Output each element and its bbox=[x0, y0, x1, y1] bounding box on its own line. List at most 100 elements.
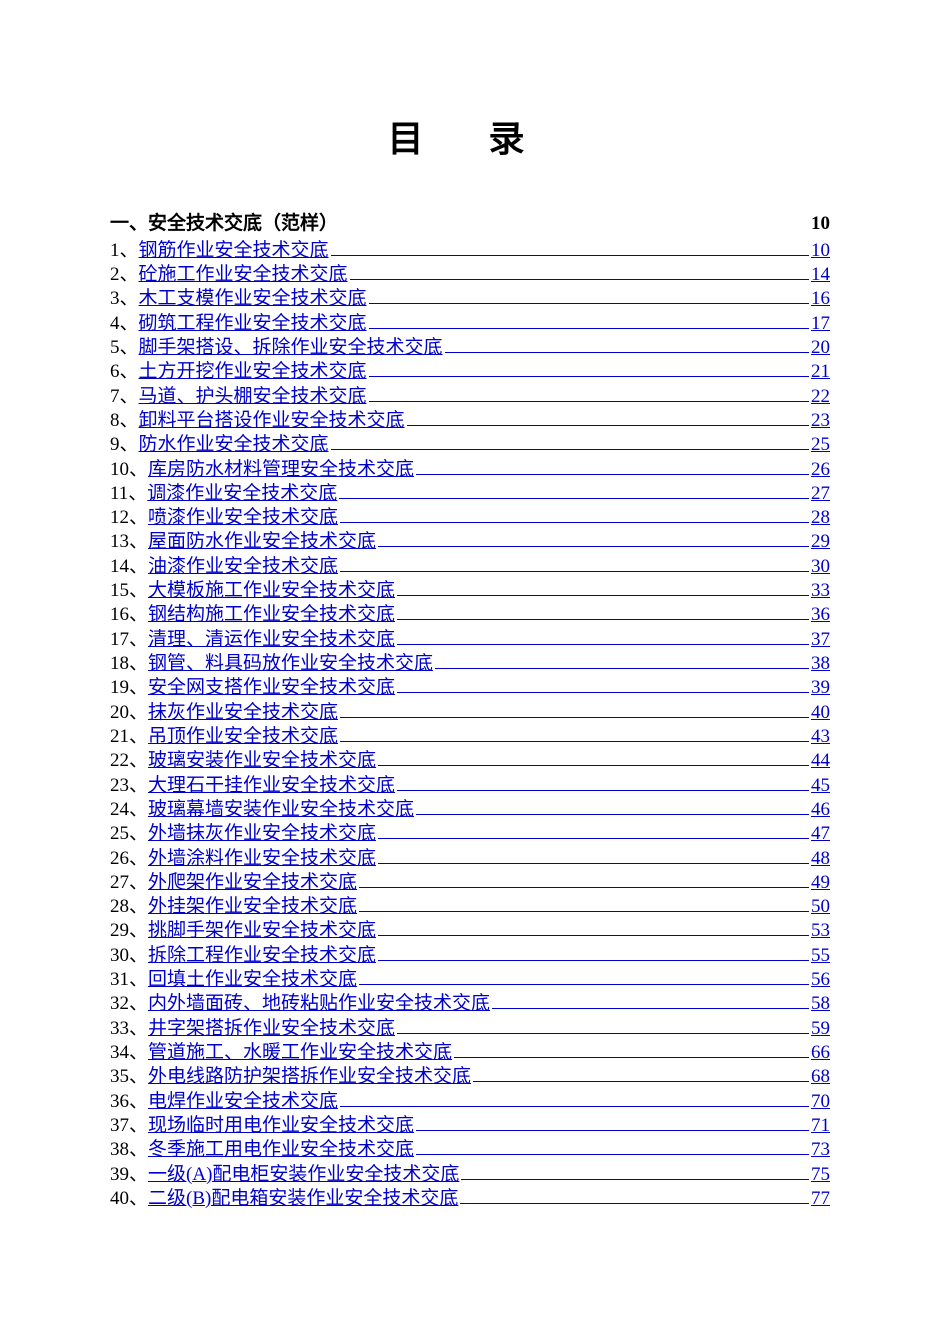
toc-link[interactable]: 吊顶作业安全技术交底 bbox=[148, 725, 338, 749]
toc-page-number[interactable]: 39 bbox=[811, 676, 830, 700]
toc-page-number[interactable]: 48 bbox=[811, 847, 830, 871]
toc-link[interactable]: 外爬架作业安全技术交底 bbox=[148, 871, 357, 895]
toc-link[interactable]: 现场临时用电作业安全技术交底 bbox=[148, 1114, 414, 1138]
toc-link[interactable]: 大模板施工作业安全技术交底 bbox=[148, 579, 395, 603]
toc-link[interactable]: 马道、护头棚安全技术交底 bbox=[139, 385, 367, 409]
toc-page-number[interactable]: 23 bbox=[811, 409, 830, 433]
toc-link[interactable]: 电焊作业安全技术交底 bbox=[148, 1090, 338, 1114]
toc-page-number[interactable]: 73 bbox=[811, 1138, 830, 1162]
toc-page-number[interactable]: 21 bbox=[811, 360, 830, 384]
toc-page-number[interactable]: 27 bbox=[811, 482, 830, 506]
toc-number: 16、 bbox=[110, 603, 148, 627]
toc-entry: 36、电焊作业安全技术交底70 bbox=[110, 1090, 830, 1114]
toc-page-number[interactable]: 29 bbox=[811, 530, 830, 554]
toc-leader-line bbox=[416, 1130, 809, 1131]
toc-page-number[interactable]: 26 bbox=[811, 458, 830, 482]
toc-link[interactable]: 木工支模作业安全技术交底 bbox=[139, 287, 367, 311]
toc-link[interactable]: 砌筑工程作业安全技术交底 bbox=[139, 312, 367, 336]
toc-page-number[interactable]: 46 bbox=[811, 798, 830, 822]
toc-entry: 26、外墙涂料作业安全技术交底48 bbox=[110, 847, 830, 871]
toc-link[interactable]: 外墙抹灰作业安全技术交底 bbox=[148, 822, 376, 846]
toc-page-number[interactable]: 22 bbox=[811, 385, 830, 409]
toc-page-number[interactable]: 50 bbox=[811, 895, 830, 919]
toc-link[interactable]: 玻璃幕墙安装作业安全技术交底 bbox=[148, 798, 414, 822]
toc-page-number[interactable]: 58 bbox=[811, 992, 830, 1016]
toc-page-number[interactable]: 68 bbox=[811, 1065, 830, 1089]
toc-link[interactable]: 外电线路防护架搭拆作业安全技术交底 bbox=[148, 1065, 471, 1089]
toc-page-number[interactable]: 30 bbox=[811, 555, 830, 579]
toc-page-number[interactable]: 55 bbox=[811, 944, 830, 968]
toc-link[interactable]: 回填土作业安全技术交底 bbox=[148, 968, 357, 992]
toc-page-number[interactable]: 33 bbox=[811, 579, 830, 603]
toc-entry: 17、清理、清运作业安全技术交底37 bbox=[110, 628, 830, 652]
toc-link[interactable]: 屋面防水作业安全技术交底 bbox=[148, 530, 376, 554]
toc-link[interactable]: 抹灰作业安全技术交底 bbox=[148, 701, 338, 725]
toc-number: 34、 bbox=[110, 1041, 148, 1065]
toc-leader-line bbox=[397, 595, 809, 596]
toc-leader-line bbox=[340, 571, 809, 572]
toc-page-number[interactable]: 66 bbox=[811, 1041, 830, 1065]
toc-leader-line bbox=[340, 717, 809, 718]
toc-page-number[interactable]: 44 bbox=[811, 749, 830, 773]
toc-page-number[interactable]: 77 bbox=[811, 1187, 830, 1211]
toc-link[interactable]: 钢管、料具码放作业安全技术交底 bbox=[148, 652, 433, 676]
toc-leader-line bbox=[445, 352, 809, 353]
toc-page-number[interactable]: 56 bbox=[811, 968, 830, 992]
toc-page-number[interactable]: 36 bbox=[811, 603, 830, 627]
toc-link[interactable]: 玻璃安装作业安全技术交底 bbox=[148, 749, 376, 773]
toc-link[interactable]: 调漆作业安全技术交底 bbox=[147, 482, 337, 506]
toc-link[interactable]: 管道施工、水暖工作业安全技术交底 bbox=[148, 1041, 452, 1065]
toc-link[interactable]: 喷漆作业安全技术交底 bbox=[148, 506, 338, 530]
toc-link[interactable]: 防水作业安全技术交底 bbox=[139, 433, 329, 457]
toc-page-number[interactable]: 43 bbox=[811, 725, 830, 749]
toc-entry: 39、一级(A)配电柜安装作业安全技术交底75 bbox=[110, 1163, 830, 1187]
toc-number: 31、 bbox=[110, 968, 148, 992]
toc-link[interactable]: 土方开挖作业安全技术交底 bbox=[139, 360, 367, 384]
toc-link[interactable]: 安全网支搭作业安全技术交底 bbox=[148, 676, 395, 700]
toc-page-number[interactable]: 53 bbox=[811, 919, 830, 943]
toc-link[interactable]: 大理石干挂作业安全技术交底 bbox=[148, 774, 395, 798]
toc-page-number[interactable]: 45 bbox=[811, 774, 830, 798]
toc-page-number[interactable]: 59 bbox=[811, 1017, 830, 1041]
toc-leader-line bbox=[378, 960, 809, 961]
toc-number: 13、 bbox=[110, 530, 148, 554]
toc-leader-line bbox=[397, 644, 809, 645]
toc-page-number[interactable]: 20 bbox=[811, 336, 830, 360]
toc-link[interactable]: 拆除工程作业安全技术交底 bbox=[148, 944, 376, 968]
toc-link[interactable]: 钢结构施工作业安全技术交底 bbox=[148, 603, 395, 627]
toc-link[interactable]: 脚手架搭设、拆除作业安全技术交底 bbox=[139, 336, 443, 360]
toc-page-number[interactable]: 16 bbox=[811, 287, 830, 311]
toc-leader-line bbox=[416, 474, 809, 475]
toc-leader-line bbox=[369, 328, 809, 329]
toc-page-number[interactable]: 28 bbox=[811, 506, 830, 530]
toc-page-number[interactable]: 14 bbox=[811, 263, 830, 287]
toc-page-number[interactable]: 49 bbox=[811, 871, 830, 895]
toc-link[interactable]: 二级(B)配电箱安装作业安全技术交底 bbox=[148, 1187, 458, 1211]
toc-page-number[interactable]: 75 bbox=[811, 1163, 830, 1187]
toc-page-number[interactable]: 40 bbox=[811, 701, 830, 725]
toc-page-number[interactable]: 47 bbox=[811, 822, 830, 846]
toc-page-number[interactable]: 38 bbox=[811, 652, 830, 676]
toc-link[interactable]: 一级(A)配电柜安装作业安全技术交底 bbox=[148, 1163, 459, 1187]
toc-link[interactable]: 砼施工作业安全技术交底 bbox=[139, 263, 348, 287]
toc-link[interactable]: 库房防水材料管理安全技术交底 bbox=[148, 458, 414, 482]
toc-link[interactable]: 油漆作业安全技术交底 bbox=[148, 555, 338, 579]
toc-page-number[interactable]: 17 bbox=[811, 312, 830, 336]
toc-page-number[interactable]: 10 bbox=[811, 239, 830, 263]
toc-link[interactable]: 井字架搭拆作业安全技术交底 bbox=[148, 1017, 395, 1041]
toc-page-number[interactable]: 70 bbox=[811, 1090, 830, 1114]
toc-link[interactable]: 清理、清运作业安全技术交底 bbox=[148, 628, 395, 652]
toc-page-number[interactable]: 37 bbox=[811, 628, 830, 652]
toc-page-number[interactable]: 71 bbox=[811, 1114, 830, 1138]
toc-link[interactable]: 卸料平台搭设作业安全技术交底 bbox=[139, 409, 405, 433]
toc-link[interactable]: 钢筋作业安全技术交底 bbox=[139, 239, 329, 263]
toc-leader-line bbox=[339, 498, 809, 499]
toc-link[interactable]: 外墙涂料作业安全技术交底 bbox=[148, 847, 376, 871]
toc-link[interactable]: 内外墙面砖、地砖粘贴作业安全技术交底 bbox=[148, 992, 490, 1016]
toc-leader-line bbox=[435, 668, 809, 669]
toc-link[interactable]: 冬季施工用电作业安全技术交底 bbox=[148, 1138, 414, 1162]
toc-link[interactable]: 外挂架作业安全技术交底 bbox=[148, 895, 357, 919]
toc-page-number[interactable]: 25 bbox=[811, 433, 830, 457]
toc-link[interactable]: 挑脚手架作业安全技术交底 bbox=[148, 919, 376, 943]
toc-leader-line bbox=[378, 935, 809, 936]
